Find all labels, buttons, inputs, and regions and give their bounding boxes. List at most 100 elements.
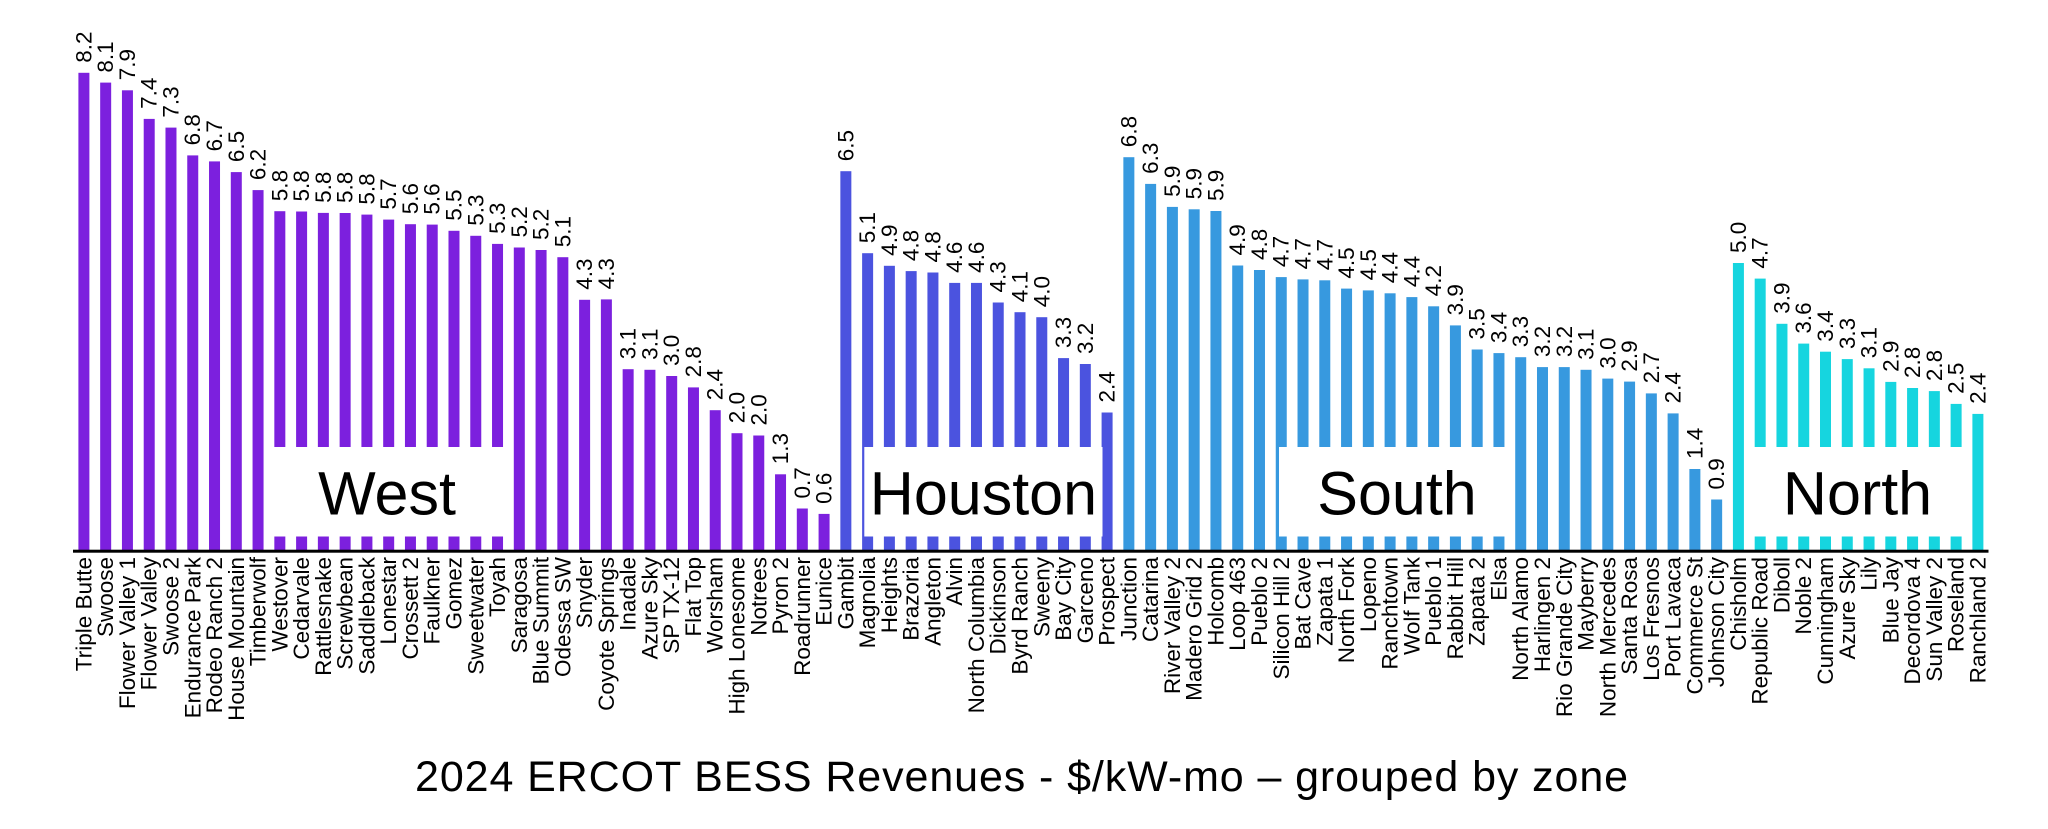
- svg-text:4.3: 4.3: [572, 259, 597, 290]
- svg-text:North Columbia: North Columbia: [964, 557, 989, 714]
- svg-text:3.0: 3.0: [659, 335, 684, 366]
- svg-text:Loop 463: Loop 463: [1225, 557, 1250, 651]
- svg-text:5.2: 5.2: [529, 209, 554, 240]
- svg-text:Dickinson: Dickinson: [986, 557, 1011, 655]
- svg-text:4.7: 4.7: [1748, 237, 1773, 268]
- svg-text:Gambit: Gambit: [833, 556, 858, 629]
- svg-text:5.2: 5.2: [507, 206, 532, 237]
- svg-text:2.9: 2.9: [1617, 340, 1642, 371]
- svg-text:6.2: 6.2: [246, 149, 271, 180]
- svg-text:0.7: 0.7: [790, 467, 815, 498]
- svg-text:3.1: 3.1: [1857, 327, 1882, 358]
- svg-text:3.2: 3.2: [1073, 323, 1098, 354]
- svg-text:North: North: [1783, 459, 1932, 527]
- svg-text:3.5: 3.5: [1465, 308, 1490, 339]
- svg-text:North Fork: North Fork: [1334, 556, 1359, 663]
- svg-text:Cedarvale: Cedarvale: [289, 557, 314, 660]
- svg-text:2.9: 2.9: [1878, 341, 1903, 372]
- svg-text:Pueblo 2: Pueblo 2: [1247, 557, 1272, 646]
- svg-text:Prospect: Prospect: [1095, 556, 1120, 646]
- svg-text:3.1: 3.1: [637, 329, 662, 360]
- svg-text:4.7: 4.7: [1291, 238, 1316, 269]
- svg-text:Blue Summit: Blue Summit: [529, 556, 554, 684]
- svg-text:2.0: 2.0: [746, 394, 771, 425]
- svg-text:SP TX-12: SP TX-12: [659, 557, 684, 654]
- svg-text:4.9: 4.9: [877, 225, 902, 256]
- svg-text:Swoose: Swoose: [93, 557, 118, 637]
- svg-text:Snyder: Snyder: [572, 556, 597, 628]
- svg-text:Pyron 2: Pyron 2: [768, 557, 793, 635]
- svg-text:Magnolia: Magnolia: [855, 557, 880, 649]
- svg-text:0.9: 0.9: [1704, 458, 1729, 489]
- svg-text:4.4: 4.4: [1399, 256, 1424, 287]
- svg-text:Toyah: Toyah: [485, 557, 510, 617]
- svg-text:Catarina: Catarina: [1138, 557, 1163, 643]
- svg-text:3.0: 3.0: [1595, 337, 1620, 368]
- svg-text:1.4: 1.4: [1682, 428, 1707, 459]
- svg-text:3.3: 3.3: [1835, 318, 1860, 349]
- svg-text:Pueblo 1: Pueblo 1: [1421, 557, 1446, 646]
- svg-text:3.3: 3.3: [1051, 317, 1076, 348]
- svg-text:2.4: 2.4: [1095, 371, 1120, 402]
- svg-text:4.8: 4.8: [920, 231, 945, 262]
- svg-text:3.2: 3.2: [1530, 326, 1555, 357]
- svg-text:Faulkner: Faulkner: [420, 557, 445, 645]
- svg-text:North Mercedes: North Mercedes: [1595, 557, 1620, 717]
- svg-text:West: West: [318, 459, 456, 527]
- svg-text:5.8: 5.8: [354, 173, 379, 204]
- svg-text:5.8: 5.8: [267, 170, 292, 201]
- svg-text:High Lonesome: High Lonesome: [725, 557, 750, 715]
- svg-text:House Mountain: House Mountain: [224, 557, 249, 721]
- svg-text:Diboll: Diboll: [1769, 557, 1794, 613]
- svg-text:Bat Cave: Bat Cave: [1291, 557, 1316, 650]
- svg-text:5.5: 5.5: [441, 190, 466, 221]
- svg-text:7.4: 7.4: [137, 78, 162, 109]
- svg-text:Timberwolf: Timberwolf: [246, 556, 271, 666]
- svg-text:Port Lavaca: Port Lavaca: [1661, 557, 1686, 678]
- svg-text:4.1: 4.1: [1008, 271, 1033, 302]
- svg-text:5.0: 5.0: [1726, 222, 1751, 253]
- svg-text:Notrees: Notrees: [746, 557, 771, 636]
- svg-text:Flat Top: Flat Top: [681, 557, 706, 637]
- svg-text:Junction: Junction: [1116, 557, 1141, 641]
- svg-text:South: South: [1317, 459, 1476, 527]
- svg-text:Saddleback: Saddleback: [354, 556, 379, 674]
- svg-text:Lily: Lily: [1857, 556, 1882, 591]
- svg-text:4.8: 4.8: [1247, 229, 1272, 260]
- svg-text:Zapata 2: Zapata 2: [1465, 557, 1490, 646]
- svg-text:Garceno: Garceno: [1073, 557, 1098, 643]
- svg-text:Alvin: Alvin: [942, 557, 967, 606]
- svg-text:Gomez: Gomez: [441, 557, 466, 630]
- svg-text:Worsham: Worsham: [703, 557, 728, 653]
- svg-text:5.6: 5.6: [420, 183, 445, 214]
- svg-text:6.8: 6.8: [1116, 116, 1141, 147]
- svg-text:2.4: 2.4: [703, 369, 728, 400]
- svg-text:5.9: 5.9: [1160, 166, 1185, 197]
- svg-text:6.7: 6.7: [202, 120, 227, 151]
- svg-text:Azure Sky: Azure Sky: [637, 556, 662, 659]
- svg-text:Bay City: Bay City: [1051, 556, 1076, 641]
- svg-text:6.5: 6.5: [833, 130, 858, 161]
- svg-text:3.4: 3.4: [1813, 310, 1838, 341]
- svg-text:0.6: 0.6: [812, 473, 837, 504]
- svg-text:3.9: 3.9: [1769, 283, 1794, 314]
- svg-text:Johnson City: Johnson City: [1704, 556, 1729, 687]
- svg-text:Cunningham: Cunningham: [1813, 557, 1838, 685]
- svg-text:River Valley 2: River Valley 2: [1160, 557, 1185, 694]
- svg-text:1.3: 1.3: [768, 433, 793, 464]
- svg-text:Republic Road: Republic Road: [1748, 557, 1773, 705]
- svg-text:Triple Butte: Triple Butte: [71, 557, 96, 671]
- svg-text:3.2: 3.2: [1552, 326, 1577, 357]
- svg-text:2.8: 2.8: [681, 346, 706, 377]
- svg-text:Commerce St: Commerce St: [1682, 556, 1707, 694]
- svg-text:Heights: Heights: [877, 557, 902, 633]
- svg-text:5.9: 5.9: [1203, 170, 1228, 201]
- svg-text:5.6: 5.6: [398, 183, 423, 214]
- svg-text:2.0: 2.0: [725, 392, 750, 423]
- svg-text:7.3: 7.3: [158, 86, 183, 117]
- svg-text:Elsa: Elsa: [1486, 557, 1511, 601]
- svg-text:4.4: 4.4: [1378, 252, 1403, 283]
- svg-text:Roseland: Roseland: [1944, 557, 1969, 652]
- svg-text:Blue Jay: Blue Jay: [1878, 556, 1903, 643]
- svg-text:Silicon Hill 2: Silicon Hill 2: [1269, 557, 1294, 680]
